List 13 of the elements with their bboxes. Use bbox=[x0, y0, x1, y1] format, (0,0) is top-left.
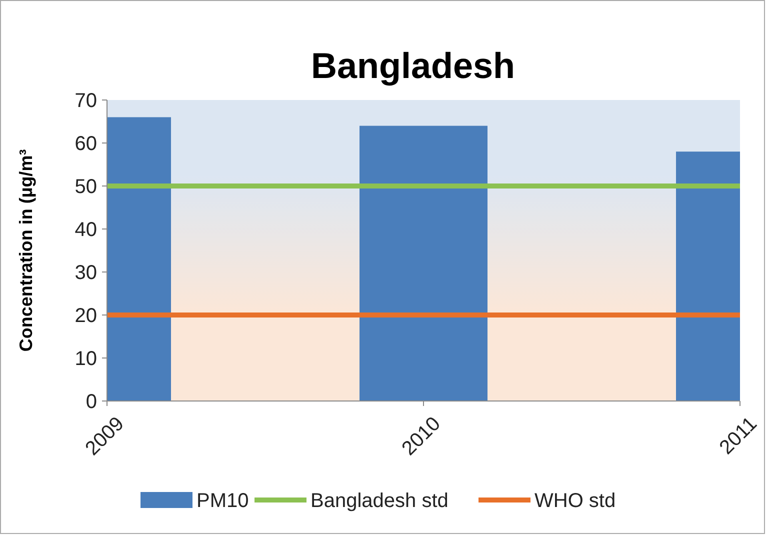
y-tick-label: 20 bbox=[74, 305, 97, 327]
y-tick-label: 60 bbox=[74, 133, 97, 155]
legend-label: WHO std bbox=[534, 490, 616, 512]
y-tick-label: 70 bbox=[74, 90, 97, 112]
legend-label: Bangladesh std bbox=[310, 490, 448, 512]
y-tick-label: 0 bbox=[86, 391, 97, 413]
chart-title: Bangladesh bbox=[310, 45, 516, 86]
y-tick-label: 50 bbox=[74, 176, 97, 198]
legend-label: PM10 bbox=[196, 490, 249, 512]
y-tick-label: 10 bbox=[74, 348, 97, 370]
y-tick-label: 30 bbox=[74, 262, 97, 284]
y-tick-label: 40 bbox=[74, 219, 97, 241]
y-axis-title: Concentration in (µg/m³ bbox=[16, 149, 36, 352]
